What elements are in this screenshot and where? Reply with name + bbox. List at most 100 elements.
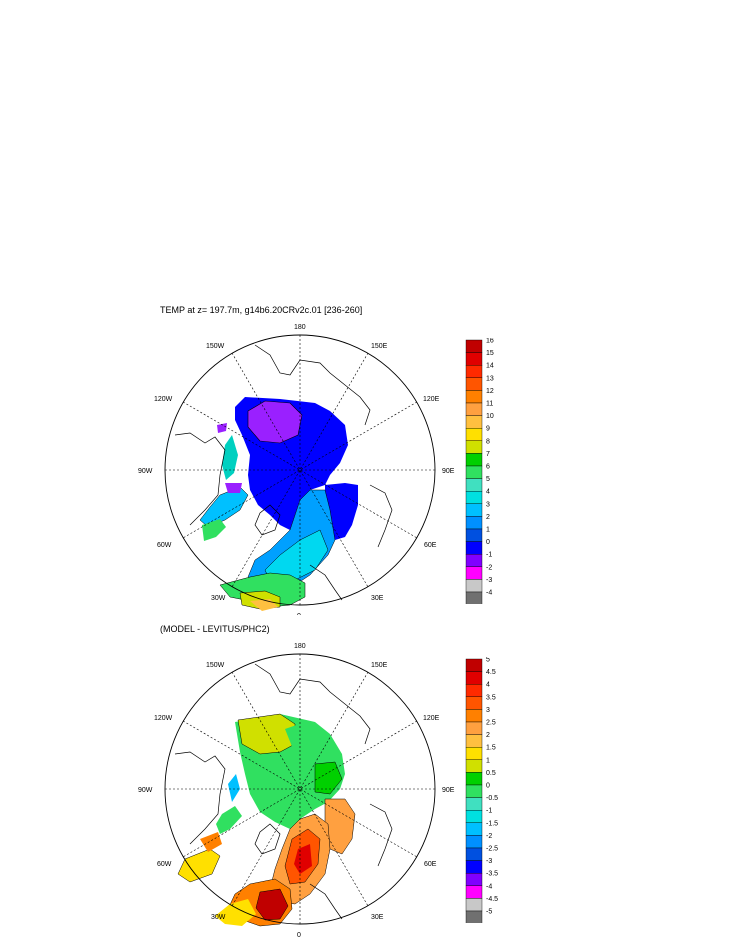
colorbar-swatch: [465, 516, 483, 530]
top-coastlines: [174, 344, 393, 601]
bottom-longitude-labels: 180 150E 120E 90E 60E 30E 0 30W 60W 90W …: [138, 643, 455, 939]
colorbar-swatch: [465, 822, 483, 836]
colorbar-swatch: [465, 427, 483, 441]
colorbar-swatch: [465, 415, 483, 429]
colorbar-label: 0: [486, 539, 490, 546]
colorbar-label: 0.5: [486, 770, 496, 777]
colorbar-swatch: [465, 365, 483, 379]
colorbar-swatch: [465, 797, 483, 811]
colorbar-label: 14: [486, 363, 494, 370]
colorbar-swatch: [465, 759, 483, 773]
colorbar-label: -1.5: [486, 820, 498, 827]
lon-label: 180: [294, 324, 306, 331]
colorbar-swatch: [465, 503, 483, 517]
colorbar-label: -4: [486, 590, 492, 597]
lon-label: 30E: [371, 914, 384, 921]
lon-label: 150W: [206, 343, 225, 350]
lon-label: 90E: [442, 787, 455, 794]
colorbar-swatch: [465, 579, 483, 593]
colorbar-swatch: [465, 453, 483, 467]
colorbar-swatch: [465, 835, 483, 849]
colorbar-swatch: [465, 352, 483, 366]
colorbar-swatch: [465, 478, 483, 492]
colorbar-swatch: [465, 721, 483, 735]
colorbar-swatch: [465, 377, 483, 391]
colorbar-label: 2: [486, 732, 490, 739]
colorbar-swatch: [465, 528, 483, 542]
bottom-graticule: [165, 654, 435, 924]
lon-label: 60E: [424, 861, 437, 868]
colorbar-swatch: [465, 784, 483, 798]
colorbar-label: 5: [486, 476, 490, 483]
colorbar-label: -2: [486, 564, 492, 571]
lon-label: 120W: [154, 715, 173, 722]
colorbar-swatch: [465, 684, 483, 698]
colorbar-label: -4: [486, 883, 492, 890]
lon-label: 180: [294, 643, 306, 650]
colorbar-label: 11: [486, 401, 493, 408]
lon-label: 0: [297, 932, 301, 939]
bottom-map-boundary: [164, 653, 436, 925]
colorbar-swatch: [465, 566, 483, 580]
colorbar-label: 3: [486, 707, 490, 714]
colorbar-swatch: [465, 658, 483, 672]
colorbar-swatch: [465, 872, 483, 886]
colorbar-label: 1.5: [486, 745, 496, 752]
colorbar-label: -3.5: [486, 871, 498, 878]
colorbar-label: 8: [486, 438, 490, 445]
top-ocean-fill: [199, 397, 358, 611]
colorbar-label: 4.5: [486, 669, 496, 676]
colorbar-swatch: [465, 553, 483, 567]
colorbar-label: 4: [486, 682, 490, 689]
colorbar-label: 4: [486, 489, 490, 496]
colorbar-label: 3: [486, 501, 490, 508]
lon-label: 120E: [423, 715, 440, 722]
lon-label: 60E: [424, 542, 437, 549]
colorbar-swatch: [465, 809, 483, 823]
top-longitude-labels: 180 150E 120E 90E 60E 30E 0 30W 60W 90W …: [138, 324, 455, 615]
bottom-ocean-fill: [177, 713, 356, 927]
lon-label: 90E: [442, 468, 455, 475]
lon-label: 120E: [423, 396, 440, 403]
colorbar-swatch: [465, 709, 483, 723]
colorbar-swatch: [465, 898, 483, 912]
colorbar-swatch: [465, 465, 483, 479]
colorbar-swatch: [465, 591, 483, 604]
colorbar-label: 15: [486, 350, 494, 357]
lon-label: 150W: [206, 662, 225, 669]
colorbar-label: 5: [486, 657, 490, 664]
colorbar-swatch: [465, 860, 483, 874]
colorbar-label: -1: [486, 808, 492, 815]
lon-label: 150E: [371, 662, 388, 669]
colorbar-label: 7: [486, 451, 490, 458]
lon-label: 120W: [154, 396, 173, 403]
colorbar-swatch: [465, 671, 483, 685]
bottom-panel-title: (MODEL - LEVITUS/PHC2): [160, 624, 270, 634]
lon-label: 30W: [211, 595, 226, 602]
colorbar-swatch: [465, 910, 483, 923]
colorbar-label: 0: [486, 783, 490, 790]
colorbar-label: 1: [486, 527, 490, 534]
lon-label: 90W: [138, 787, 153, 794]
colorbar-label: -2.5: [486, 846, 498, 853]
lon-label: 60W: [157, 861, 172, 868]
colorbar-label: 10: [486, 413, 494, 420]
colorbar-label: -0.5: [486, 795, 498, 802]
colorbar-swatch: [465, 847, 483, 861]
colorbar-label: 6: [486, 464, 490, 471]
colorbar-label: -2: [486, 833, 492, 840]
top-map-boundary: [164, 334, 436, 606]
colorbar-swatch: [465, 490, 483, 504]
colorbar-swatch: [465, 402, 483, 416]
colorbar-swatch: [465, 772, 483, 786]
colorbar-label: 2.5: [486, 720, 496, 727]
colorbar-label: -5: [486, 909, 492, 916]
top-panel-title: TEMP at z= 197.7m, g14b6.20CRv2c.01 [236…: [160, 305, 363, 315]
colorbar-label: 3.5: [486, 694, 496, 701]
colorbar-swatch: [465, 390, 483, 404]
colorbar-label: -4.5: [486, 896, 498, 903]
colorbar-label: 2: [486, 514, 490, 521]
bottom-coastlines: [174, 663, 393, 920]
lon-label: 60W: [157, 542, 172, 549]
